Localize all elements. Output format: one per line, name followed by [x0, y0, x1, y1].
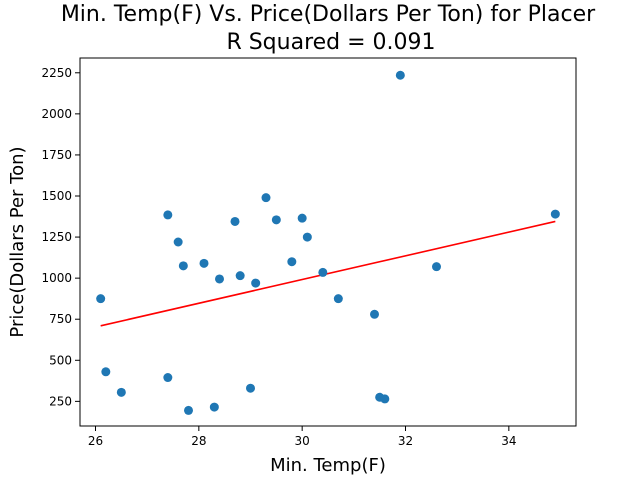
y-tick-label: 2250: [41, 66, 72, 80]
y-axis-label: Price(Dollars Per Ton): [7, 146, 28, 337]
scatter-point: [215, 274, 224, 284]
x-tick-label: 28: [191, 434, 206, 448]
y-tick-label: 1500: [41, 189, 72, 203]
x-axis-ticks: 26 28 30 32 34: [88, 426, 516, 448]
scatter-point: [184, 405, 193, 415]
scatter-point: [163, 210, 173, 220]
chart-subtitle: R Squared = 0.091: [226, 30, 435, 55]
scatter-point: [209, 402, 219, 412]
scatter-point: [246, 383, 255, 393]
scatter-point: [333, 294, 343, 304]
x-tick-label: 30: [295, 434, 310, 448]
x-tick-label: 32: [398, 434, 413, 448]
regression-line: [100, 220, 556, 327]
plot-frame: [79, 57, 577, 427]
scatter-point: [297, 213, 307, 223]
scatter-point: [550, 209, 560, 219]
scatter-point: [235, 271, 245, 281]
x-axis-label: Min. Temp(F): [270, 455, 386, 476]
fit-line-layer: [100, 220, 556, 327]
scatter-points-layer: [96, 70, 560, 415]
y-tick-label: 500: [49, 353, 72, 367]
scatter-point: [163, 373, 173, 383]
x-tick-label: 26: [88, 434, 103, 448]
y-tick-label: 250: [49, 394, 72, 408]
y-tick-label: 750: [49, 312, 72, 326]
y-tick-label: 1750: [41, 148, 72, 162]
scatter-point: [395, 70, 405, 80]
y-axis-ticks: 250 500 750 1000 1250 1500 1750 2000 2250: [41, 66, 80, 408]
scatter-point: [96, 294, 106, 304]
y-tick-label: 1000: [41, 271, 72, 285]
y-tick-label: 1250: [41, 230, 72, 244]
scatter-point: [116, 387, 126, 397]
scatter-point: [251, 278, 261, 288]
scatter-point: [287, 257, 297, 267]
scatter-point: [318, 267, 328, 277]
scatter-point: [380, 394, 390, 404]
scatter-point: [101, 367, 111, 377]
chart-title: Min. Temp(F) Vs. Price(Dollars Per Ton) …: [61, 2, 596, 27]
scatter-point: [199, 258, 209, 268]
scatter-point: [302, 232, 312, 242]
scatter-point: [230, 216, 240, 226]
scatter-point: [271, 215, 281, 225]
y-tick-label: 2000: [41, 107, 72, 121]
scatter-point: [178, 261, 188, 271]
scatter-point: [370, 309, 379, 319]
x-tick-label: 34: [501, 434, 516, 448]
scatter-point: [432, 262, 441, 272]
scatter-point: [173, 237, 183, 247]
scatter-point: [261, 193, 271, 203]
